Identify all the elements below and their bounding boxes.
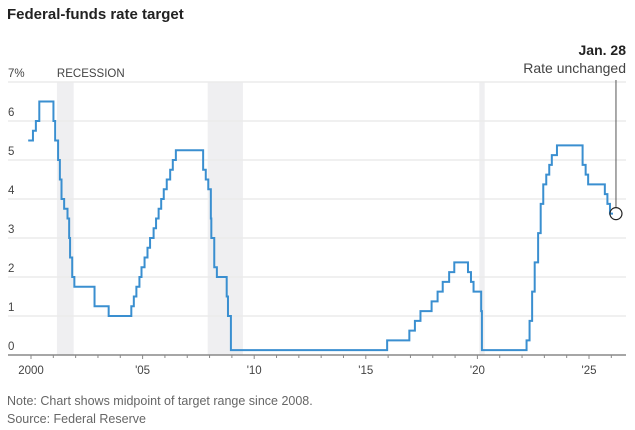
y-tick-label: 1 [8, 302, 14, 314]
recession-band [479, 82, 485, 355]
annotation-circle [609, 207, 623, 221]
y-tick-label: 3 [8, 224, 14, 236]
chart-source: Source: Federal Reserve [7, 412, 146, 426]
annotation-title: Jan. 28 [579, 42, 627, 58]
x-tick-label: '20 [470, 365, 485, 377]
y-tick-label: 4 [8, 185, 15, 197]
chart-note: Note: Chart shows midpoint of target ran… [7, 394, 313, 408]
recession-label: RECESSION [57, 68, 125, 80]
y-tick-label: 7% [8, 68, 25, 80]
chart-title: Federal-funds rate target [7, 6, 184, 23]
y-tick-label: 2 [8, 263, 14, 275]
rate-line [28, 100, 613, 352]
annotation-text: Rate unchanged [523, 60, 626, 76]
y-tick-label: 5 [8, 146, 14, 158]
x-tick-label: '10 [247, 365, 262, 377]
recession-band [207, 82, 243, 355]
y-tick-label: 0 [8, 341, 14, 353]
recession-band [56, 82, 74, 355]
x-tick-label: '25 [582, 365, 597, 377]
x-tick-label: '05 [135, 365, 150, 377]
y-tick-label: 6 [8, 107, 14, 119]
x-tick-label: 2000 [18, 365, 44, 377]
x-tick-label: '15 [358, 365, 373, 377]
